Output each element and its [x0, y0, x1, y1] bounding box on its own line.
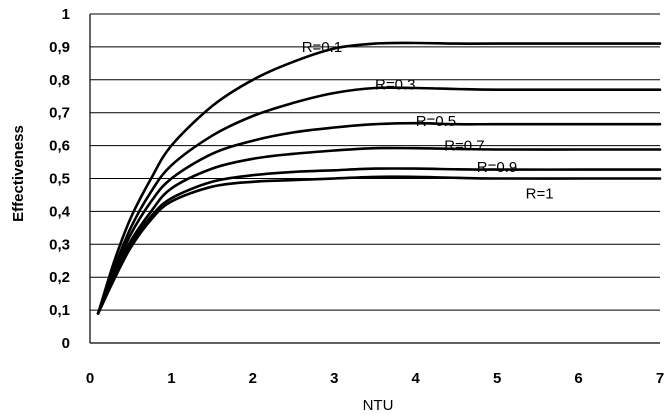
y-axis-title: Effectiveness — [10, 125, 27, 222]
curve-label: R=0.3 — [375, 77, 415, 94]
x-tick-label: 4 — [412, 370, 421, 387]
y-tick-label: 0,8 — [49, 72, 70, 89]
x-tick-label: 3 — [330, 370, 338, 387]
curve-label: R=1 — [526, 185, 554, 202]
y-tick-labels: 0 0,1 0,2 0,3 0,4 0,5 0,6 0,7 0,8 0,9 1 — [49, 6, 71, 352]
y-tick-label: 0,6 — [49, 138, 70, 155]
y-tick-label: 0,3 — [49, 236, 70, 253]
curve-labels: R=0.1 R=0.3 R=0.5 R=0.7 R=0.9 R=1 — [302, 39, 554, 202]
y-tick-label: 0,5 — [49, 171, 70, 188]
x-tick-labels: 0 1 2 3 4 5 6 7 — [86, 370, 664, 387]
x-tick-label: 5 — [493, 370, 501, 387]
series-line-1 — [96, 86, 662, 315]
curve-label: R=0.1 — [302, 39, 342, 56]
x-tick-label: 0 — [86, 370, 94, 387]
y-tick-label: 0,2 — [49, 269, 70, 286]
x-tick-label: 1 — [167, 370, 175, 387]
curve-label: R=0.9 — [477, 159, 517, 176]
y-tick-label: 0,1 — [49, 302, 70, 319]
x-tick-label: 2 — [249, 370, 257, 387]
series-lines — [96, 41, 662, 315]
series-line-5 — [96, 175, 662, 315]
x-tick-label: 7 — [656, 370, 664, 387]
series-line-3 — [96, 146, 662, 315]
curve-label: R=0.5 — [416, 113, 456, 130]
x-tick-label: 6 — [574, 370, 582, 387]
y-tick-label: 0,9 — [49, 39, 70, 56]
y-tick-label: 1 — [62, 6, 70, 23]
curve-label: R=0.7 — [444, 138, 484, 155]
series-line-0 — [96, 41, 662, 315]
series-line-4 — [96, 167, 662, 315]
y-tick-label: 0,4 — [49, 203, 71, 220]
y-tick-label: 0 — [62, 335, 70, 352]
y-tick-label: 0,7 — [49, 105, 70, 122]
gridlines — [90, 13, 660, 311]
x-axis-title: NTU — [363, 397, 394, 414]
series-line-2 — [96, 121, 662, 315]
